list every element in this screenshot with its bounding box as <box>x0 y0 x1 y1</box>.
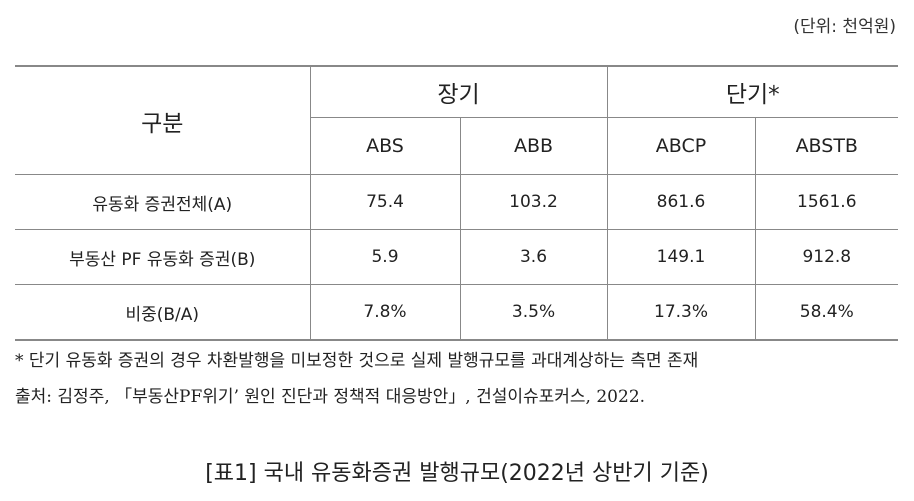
cell: 149.1 <box>606 229 756 285</box>
cell: 3.6 <box>459 229 608 285</box>
data-table: 구분 장기 단기* ABS ABB ABCP ABSTB 유동화 증권전체(A)… <box>15 65 899 341</box>
cell: 58.4% <box>754 284 899 341</box>
row-label: 유동화 증권전체(A) <box>15 174 310 230</box>
row-label: 부동산 PF 유동화 증권(B) <box>15 229 310 285</box>
row-label: 비중(B/A) <box>15 284 310 341</box>
column-header: ABB <box>459 117 608 175</box>
cell: 912.8 <box>754 229 899 285</box>
cell: 3.5% <box>459 284 608 341</box>
source-note: 출처: 김정주, 「부동산PF위기’ 원인 진단과 정책적 대응방안」, 건설이… <box>15 387 646 407</box>
group-header: 단기* <box>606 65 899 118</box>
cell: 1561.6 <box>754 174 899 230</box>
table-caption: [표1] 국내 유동화증권 발행규모(2022년 상반기 기준) <box>205 461 709 486</box>
group-header: 장기 <box>309 65 608 118</box>
cell: 103.2 <box>459 174 608 230</box>
footnote: * 단기 유동화 증권의 경우 차환발행을 미보정한 것으로 실제 발행규모를 … <box>15 351 699 371</box>
table-row: 부동산 PF 유동화 증권(B) 5.9 3.6 149.1 912.8 <box>15 229 899 285</box>
column-header: ABS <box>309 117 460 175</box>
cell: 861.6 <box>606 174 756 230</box>
column-header: ABCP <box>606 117 756 175</box>
cell: 75.4 <box>309 174 460 230</box>
unit-note: (단위: 천억원) <box>793 17 896 37</box>
table-row: 비중(B/A) 7.8% 3.5% 17.3% 58.4% <box>15 284 899 341</box>
table-row: 유동화 증권전체(A) 75.4 103.2 861.6 1561.6 <box>15 174 899 230</box>
cell: 7.8% <box>309 284 460 341</box>
cell: 5.9 <box>309 229 460 285</box>
column-header: ABSTB <box>754 117 899 175</box>
corner-header: 구분 <box>15 65 310 175</box>
cell: 17.3% <box>606 284 756 341</box>
table-body: 유동화 증권전체(A) 75.4 103.2 861.6 1561.6 부동산 PF 유동… <box>15 174 899 341</box>
